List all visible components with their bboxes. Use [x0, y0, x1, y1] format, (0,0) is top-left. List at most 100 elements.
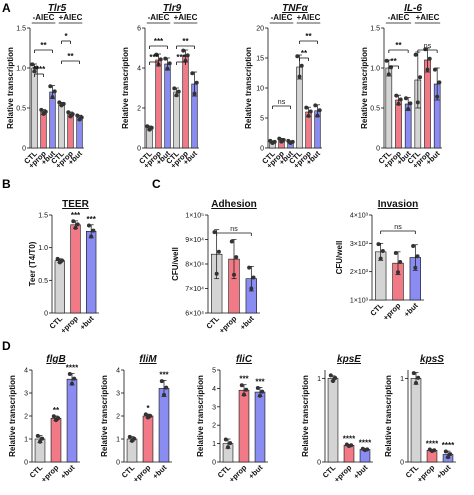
- group-label: -AIEC: [271, 13, 293, 22]
- significance-label: **: [182, 37, 189, 46]
- y-axis-label: CFU/well: [171, 247, 180, 281]
- x-tick-label: +prop: [332, 463, 354, 485]
- y-tick-label: 4×10³: [350, 213, 369, 220]
- bar: [40, 111, 47, 149]
- data-point: [386, 72, 391, 77]
- y-tick-label: 1: [116, 437, 120, 444]
- bar: [142, 415, 154, 463]
- data-point: [192, 91, 197, 96]
- bar: [50, 417, 62, 463]
- y-tick-label: 1.5: [370, 26, 380, 33]
- data-point: [172, 86, 177, 91]
- chart-title: fliC: [236, 354, 253, 365]
- y-tick-label: 0.5: [16, 106, 26, 113]
- data-point: [212, 230, 217, 235]
- y-tick-label: 0.5: [370, 106, 380, 113]
- data-point: [249, 286, 254, 291]
- y-tick-label: 5: [212, 368, 216, 375]
- significance-label: ns: [278, 99, 286, 106]
- y-tick-label: 1.0: [16, 66, 26, 73]
- y-tick-label: 1.5: [16, 26, 26, 33]
- data-point: [396, 101, 401, 106]
- data-point: [72, 376, 77, 381]
- data-point: [306, 113, 311, 118]
- y-tick-label: 0: [116, 460, 120, 467]
- data-point: [394, 93, 399, 98]
- data-point: [384, 58, 389, 63]
- x-tick-label: +but: [238, 314, 256, 332]
- data-point: [297, 74, 302, 79]
- significance-label: *: [64, 32, 68, 41]
- significance-label: ***: [154, 37, 164, 46]
- data-point: [427, 56, 432, 61]
- data-point: [378, 256, 383, 261]
- y-tick-label: 6×10⁴: [185, 311, 204, 318]
- bar: [155, 59, 162, 149]
- y-tick-label: 2: [24, 414, 28, 421]
- data-point: [258, 393, 262, 398]
- significance-label: **: [305, 32, 312, 41]
- data-point: [181, 48, 186, 53]
- bar: [67, 114, 74, 149]
- data-point: [290, 139, 295, 144]
- bar: [385, 67, 393, 149]
- data-point: [61, 101, 66, 106]
- data-point: [328, 373, 333, 378]
- bar: [173, 91, 180, 149]
- x-tick-label: +prop: [381, 301, 403, 323]
- data-point: [167, 61, 172, 66]
- data-point: [295, 54, 300, 59]
- bar: [327, 378, 339, 463]
- chart-title: Invasion: [378, 199, 419, 210]
- y-axis-label: Relative transcription: [100, 375, 109, 457]
- group-label: +AIEC: [297, 13, 321, 22]
- data-point: [52, 89, 57, 94]
- significance-label: ***: [239, 375, 249, 384]
- y-tick-label: 0: [376, 146, 380, 153]
- data-point: [89, 234, 94, 239]
- x-tick-label: +prop: [217, 314, 239, 336]
- chart-title: flgB: [46, 354, 65, 365]
- significance-label: ***: [176, 53, 186, 62]
- data-point: [255, 385, 260, 390]
- data-point: [396, 270, 400, 275]
- data-point: [75, 113, 80, 118]
- data-point: [70, 112, 75, 117]
- data-point: [244, 387, 249, 392]
- chart-title: fliM: [139, 354, 157, 365]
- chart-title: Adhesion: [211, 199, 257, 210]
- y-tick-label: 0.5: [38, 278, 48, 285]
- group-label: +AIEC: [59, 13, 83, 22]
- chart-adhesion: Adhesion 6×10⁴ 7×10⁴ 8×10⁴ 9×10⁴ 1×10⁵ CFU/wel…: [171, 199, 260, 335]
- data-point: [277, 136, 282, 141]
- y-tick-label: 0: [212, 460, 216, 467]
- bar: [49, 91, 56, 149]
- y-tick-label: 1.5: [38, 213, 48, 220]
- significance-label: **: [67, 52, 74, 61]
- data-point: [75, 222, 80, 227]
- x-tick-label: +prop: [39, 463, 61, 485]
- data-point: [71, 219, 76, 224]
- y-tick-label: 0: [22, 146, 26, 153]
- bar: [395, 99, 402, 149]
- data-point: [380, 248, 385, 253]
- x-tick-label: +prop: [227, 463, 249, 485]
- data-point: [247, 265, 252, 270]
- data-point: [70, 381, 74, 386]
- x-tick-label: +but: [352, 463, 370, 481]
- data-point: [299, 63, 304, 68]
- data-point: [281, 138, 286, 143]
- x-tick-label: +prop: [415, 463, 437, 485]
- y-tick-label: 15: [256, 56, 264, 63]
- data-point: [242, 392, 246, 397]
- data-point: [50, 95, 55, 100]
- y-axis-label: Relative transcription: [384, 375, 393, 457]
- y-axis-label: Relative transcription: [121, 47, 130, 129]
- data-point: [34, 65, 39, 70]
- y-tick-label: 1.0: [370, 66, 380, 73]
